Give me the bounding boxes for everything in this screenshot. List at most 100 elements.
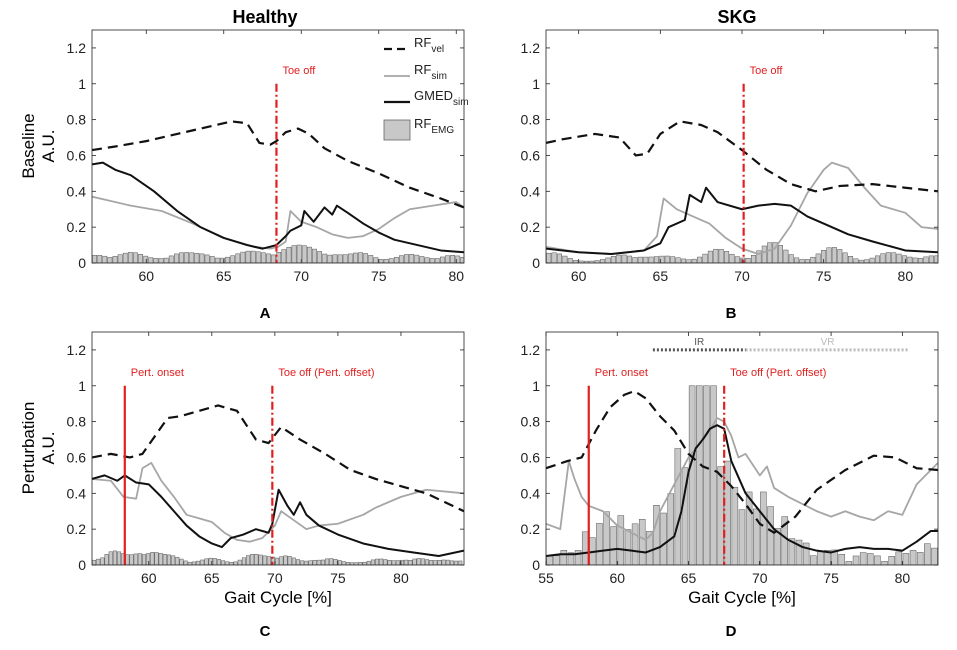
emg-bar [416, 558, 421, 565]
emg-bar [216, 559, 221, 565]
emg-bar [196, 560, 201, 565]
series-line-vel [546, 120, 938, 193]
emg-bar [97, 255, 103, 263]
panel-a-frame [91, 29, 465, 264]
x-axis-label-d: Gait Cycle [%] [688, 588, 796, 607]
emg-bar [296, 244, 302, 263]
emg-bar [276, 252, 282, 263]
emg-bar [731, 486, 739, 565]
emg-bar [347, 253, 353, 263]
emg-bar [454, 560, 459, 565]
panel-d-plot-area [546, 385, 938, 565]
series-line-vel [92, 404, 464, 513]
y-tick-label: 0.8 [67, 414, 87, 430]
emg-bar [146, 553, 151, 565]
emg-bar [129, 554, 134, 565]
x-tick-label: 55 [538, 570, 554, 586]
emg-bar [660, 512, 667, 565]
emg-bar [233, 561, 238, 565]
emg-bar [153, 258, 159, 263]
y-tick-label: 1 [532, 76, 540, 92]
x-tick-label: 75 [816, 268, 832, 284]
emg-bar [184, 252, 190, 263]
emg-bar [221, 560, 226, 565]
emg-bar [92, 255, 97, 263]
emg-bar [420, 558, 425, 565]
emg-bar [703, 385, 710, 565]
emg-bar [923, 256, 929, 263]
emg-bar [337, 254, 343, 263]
emg-bar [745, 257, 751, 263]
x-tick-label: 70 [267, 570, 283, 586]
emg-bar [325, 558, 330, 565]
y-tick-label: 1 [532, 378, 540, 394]
emg-bar [266, 253, 271, 263]
series-line-sim [546, 161, 938, 255]
y-tick-label: 0 [78, 557, 86, 573]
y-tick-label: 0 [78, 255, 86, 271]
x-tick-label: 65 [216, 268, 232, 284]
emg-bar [802, 542, 810, 565]
emg-bar [127, 252, 133, 263]
x-tick-label: 80 [895, 570, 911, 586]
emg-bar [895, 551, 903, 565]
emg-bar [142, 554, 147, 565]
legend-label-base: RF [414, 35, 431, 50]
emg-bar [638, 519, 646, 565]
emg-bar [246, 555, 251, 565]
emg-bar [450, 255, 456, 263]
emg-bar [342, 254, 348, 263]
x-axis-label-c: Gait Cycle [%] [224, 588, 332, 607]
emg-bar [162, 554, 167, 565]
panel-letter-d: D [726, 623, 737, 640]
row-title-perturbation: Perturbation [19, 402, 38, 495]
emg-bar [670, 256, 676, 263]
emg-bar [686, 259, 692, 263]
x-tick-label: 80 [898, 268, 914, 284]
x-tick-label: 60 [141, 570, 157, 586]
legend-label-sub: vel [431, 44, 444, 55]
series-line-vel [92, 120, 464, 209]
panel-c-background [92, 332, 464, 565]
emg-bar [458, 560, 463, 565]
emg-bar [191, 561, 196, 565]
emg-bar [610, 256, 616, 263]
emg-bar [880, 253, 886, 263]
emg-bar [250, 250, 256, 263]
emg-bar [409, 254, 415, 263]
emg-bar [271, 254, 276, 263]
legend-label-sub: sim [453, 97, 469, 108]
emg-bar [308, 560, 313, 565]
emg-bar [810, 555, 817, 565]
emg-bar [824, 550, 831, 565]
emg-bar [102, 255, 108, 263]
y-tick-label: 0.4 [67, 485, 87, 501]
emg-bar [681, 467, 689, 565]
emg-bar [209, 256, 215, 263]
x-tick-label: 60 [609, 570, 625, 586]
emg-bar [112, 550, 117, 565]
emg-bar [560, 550, 568, 565]
x-tick-label: 70 [752, 570, 768, 586]
y-tick-label: 1 [78, 76, 86, 92]
emg-bar [383, 559, 388, 565]
emg-bar [745, 491, 753, 565]
emg-bar [573, 260, 579, 263]
emg-bar [353, 252, 358, 263]
y-tick-label: 1.2 [521, 342, 541, 358]
col-title-skg: SKG [717, 7, 756, 27]
emg-bar [200, 559, 205, 565]
emg-bar [627, 255, 633, 263]
legend-swatch-emg [383, 119, 411, 141]
y-tick-label: 0.6 [521, 449, 541, 465]
emg-bar [404, 559, 409, 565]
emg-bar [648, 256, 654, 263]
emg-bar [596, 523, 603, 565]
emg-bar [799, 259, 805, 263]
emg-bar [439, 256, 445, 263]
emg-bar [680, 258, 686, 263]
emg-bar [804, 259, 810, 263]
emg-bar [853, 258, 859, 263]
emg-bar [581, 531, 589, 565]
y-tick-label: 0.8 [521, 414, 541, 430]
